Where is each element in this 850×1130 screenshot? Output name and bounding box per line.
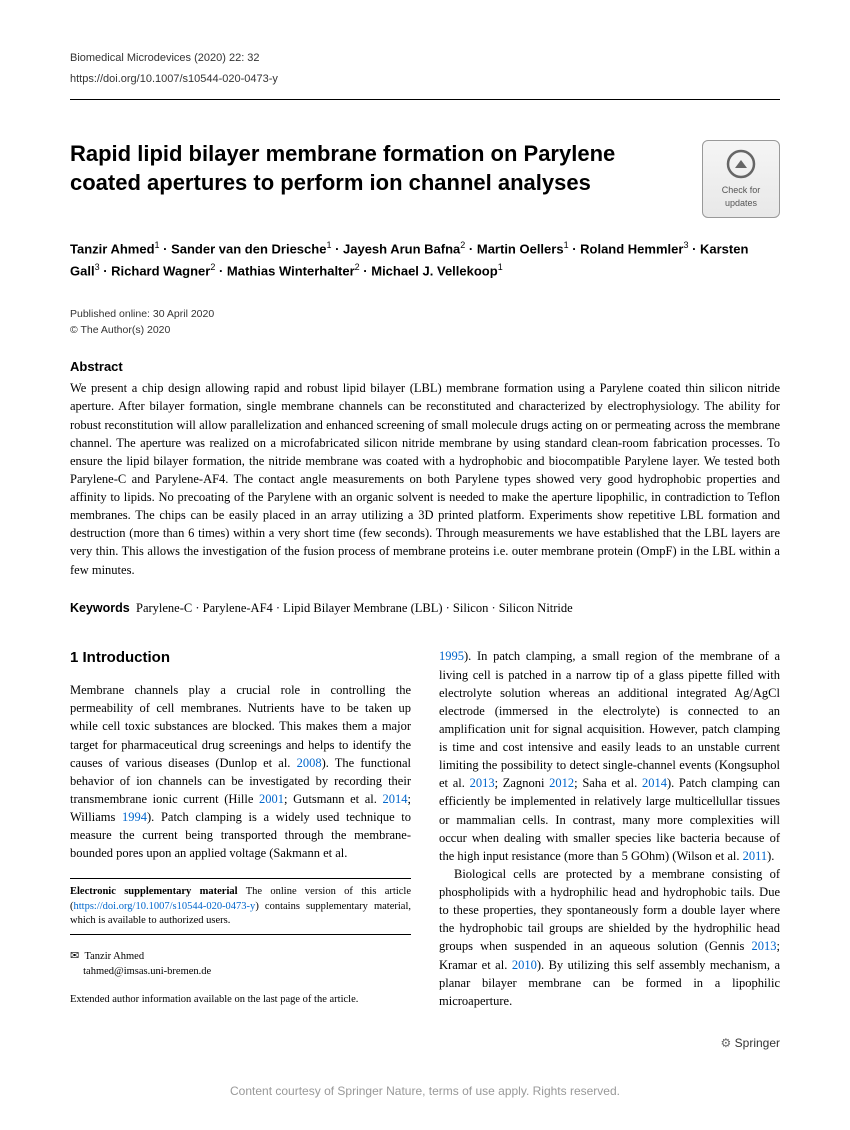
ref-gennis[interactable]: 2013 [752, 939, 777, 953]
authors-list: Tanzir Ahmed1 · Sander van den Driesche1… [70, 238, 780, 282]
ref-saha[interactable]: 2014 [642, 776, 667, 790]
corresponding-author: ✉ Tanzir Ahmed tahmed@imsas.uni-bremen.d… [70, 941, 411, 979]
left-column: 1 Introduction Membrane channels play a … [70, 647, 411, 1010]
ref-williams[interactable]: 1994 [122, 810, 147, 824]
check-updates-badge[interactable]: Check for updates [702, 140, 780, 218]
ref-hille[interactable]: 2001 [259, 792, 284, 806]
copyright: © The Author(s) 2020 [70, 323, 780, 339]
keywords-list: Parylene-C · Parylene-AF4 · Lipid Bilaye… [136, 601, 573, 615]
keywords: Keywords Parylene-C · Parylene-AF4 · Lip… [70, 599, 780, 618]
springer-logo: Springer [70, 1034, 780, 1052]
ref-gutsmann[interactable]: 2014 [383, 792, 408, 806]
crossmark-icon [725, 148, 757, 180]
ref-dunlop[interactable]: 2008 [297, 756, 322, 770]
ref-kramar[interactable]: 2010 [512, 958, 537, 972]
abstract-heading: Abstract [70, 357, 780, 377]
doi-link[interactable]: https://doi.org/10.1007/s10544-020-0473-… [70, 71, 780, 88]
supplementary-box: Electronic supplementary material The on… [70, 878, 411, 1007]
article-title: Rapid lipid bilayer membrane formation o… [70, 140, 702, 197]
keywords-label: Keywords [70, 601, 130, 615]
section-1-heading: 1 Introduction [70, 647, 411, 669]
extended-author-note: Extended author information available on… [70, 993, 411, 1007]
pub-date: Published online: 30 April 2020 [70, 307, 780, 323]
ref-wilson[interactable]: 2011 [743, 849, 768, 863]
rights-note: Content courtesy of Springer Nature, ter… [70, 1082, 780, 1100]
corr-name: Tanzir Ahmed [84, 951, 144, 962]
ref-sakmann[interactable]: 1995 [439, 649, 464, 663]
intro-para-1-cont: 1995). In patch clamping, a small region… [439, 647, 780, 865]
supp-link[interactable]: https://doi.org/10.1007/s10544-020-0473-… [74, 901, 256, 912]
check-updates-l1: Check for [722, 184, 761, 198]
top-rule [70, 99, 780, 100]
intro-para-1: Membrane channels play a crucial role in… [70, 681, 411, 862]
ref-zagnoni[interactable]: 2012 [549, 776, 574, 790]
supp-label: Electronic supplementary material [70, 886, 238, 897]
envelope-icon: ✉ [70, 950, 79, 962]
right-column: 1995). In patch clamping, a small region… [439, 647, 780, 1010]
publication-info: Published online: 30 April 2020 © The Au… [70, 307, 780, 339]
corr-email[interactable]: tahmed@imsas.uni-bremen.de [83, 966, 211, 977]
intro-para-2: Biological cells are protected by a memb… [439, 865, 780, 1010]
abstract-text: We present a chip design allowing rapid … [70, 379, 780, 578]
ref-kongsuphol[interactable]: 2013 [470, 776, 495, 790]
journal-meta: Biomedical Microdevices (2020) 22: 32 [70, 50, 780, 67]
check-updates-l2: updates [725, 197, 757, 211]
